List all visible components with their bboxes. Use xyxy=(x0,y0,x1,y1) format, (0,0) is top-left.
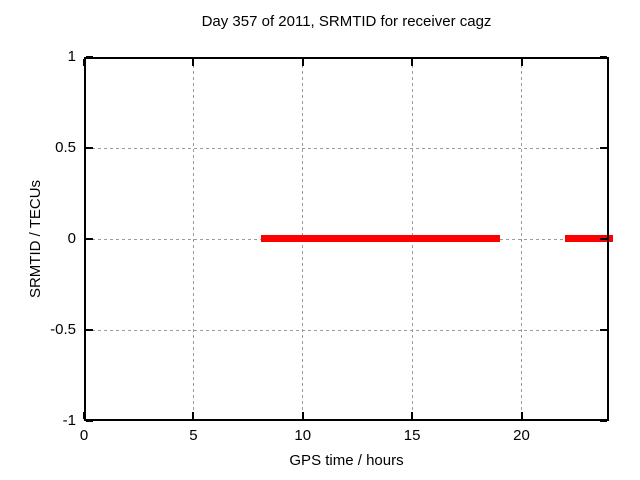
y-gridline xyxy=(86,147,607,149)
y-tick-label: 1 xyxy=(67,48,76,65)
x-tick-label: 10 xyxy=(294,427,312,444)
x-tick-bottom xyxy=(520,412,523,419)
y-tick-label: -0.5 xyxy=(50,321,76,338)
x-tick-top xyxy=(301,59,304,66)
data-series-segment xyxy=(565,235,614,242)
x-axis-label: GPS time / hours xyxy=(289,452,404,469)
y-tick-label: 0.5 xyxy=(55,139,76,156)
data-series-segment xyxy=(261,235,500,242)
y-tick-right xyxy=(600,147,607,149)
x-tick-label: 0 xyxy=(79,427,89,444)
y-tick-right xyxy=(600,329,607,331)
x-tick-bottom xyxy=(301,412,304,419)
y-tick-left xyxy=(86,420,93,422)
y-tick-left xyxy=(86,147,93,149)
chart-title: Day 357 of 2011, SRMTID for receiver cag… xyxy=(201,13,492,30)
x-tick-top xyxy=(520,59,523,66)
x-tick-top xyxy=(411,59,414,66)
y-tick-label: 0 xyxy=(67,230,76,247)
plot-area xyxy=(84,57,609,421)
x-tick-label: 5 xyxy=(189,427,198,444)
x-tick-bottom xyxy=(411,412,414,419)
x-tick-bottom xyxy=(192,412,195,419)
y-tick-right xyxy=(600,238,607,240)
y-gridline xyxy=(86,329,607,331)
x-tick-label: 20 xyxy=(513,427,530,444)
y-tick-left xyxy=(86,329,93,331)
x-tick-top xyxy=(192,59,195,66)
y-tick-label: -1 xyxy=(62,412,76,429)
x-tick-label: 15 xyxy=(403,427,421,444)
y-tick-left xyxy=(86,238,93,240)
y-tick-right xyxy=(600,420,607,422)
